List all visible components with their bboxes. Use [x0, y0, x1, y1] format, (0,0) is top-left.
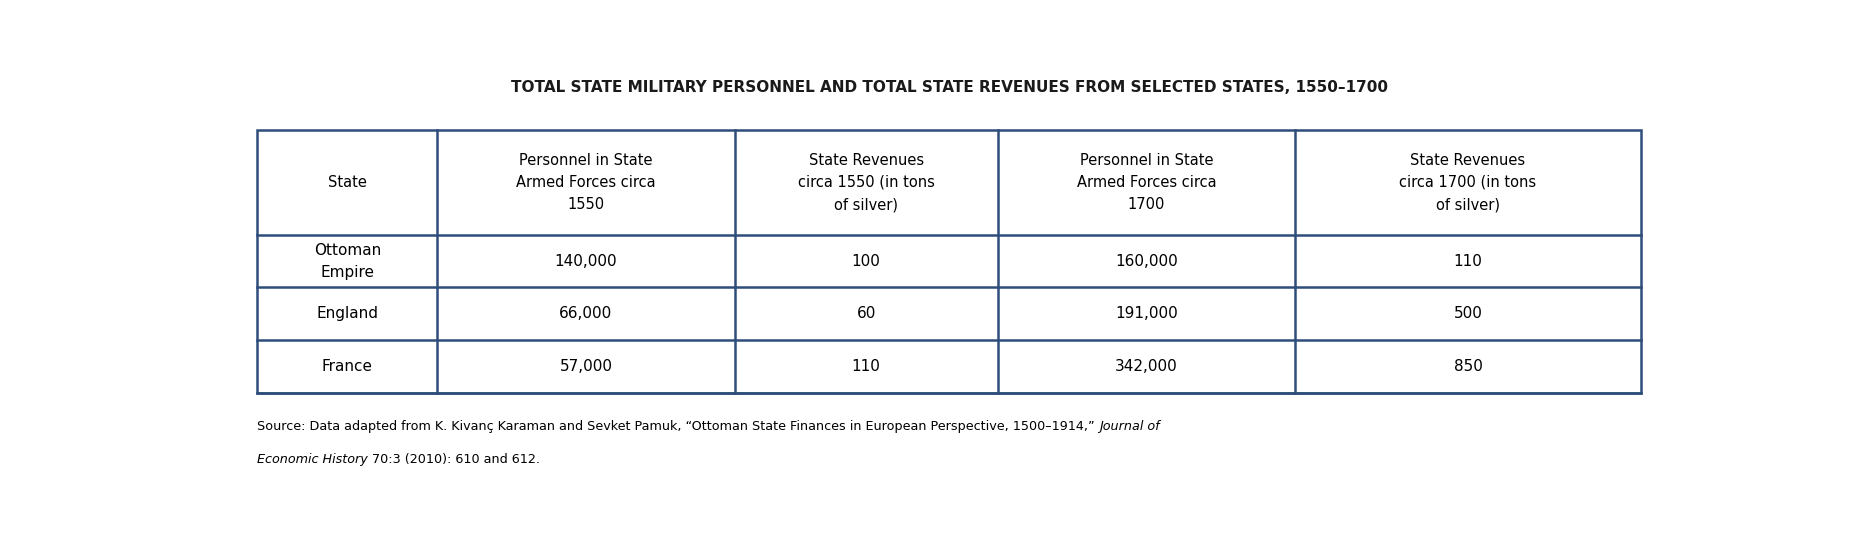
Text: State: State [328, 175, 367, 190]
Text: England: England [317, 306, 378, 321]
Text: Personnel in State
Armed Forces circa
1550: Personnel in State Armed Forces circa 15… [517, 153, 656, 212]
Text: 110: 110 [1454, 254, 1482, 269]
Text: 100: 100 [852, 254, 880, 269]
Text: State Revenues
circa 1700 (in tons
of silver): State Revenues circa 1700 (in tons of si… [1400, 153, 1537, 212]
Text: 160,000: 160,000 [1115, 254, 1178, 269]
Text: Personnel in State
Armed Forces circa
1700: Personnel in State Armed Forces circa 17… [1076, 153, 1217, 212]
Text: 850: 850 [1454, 359, 1482, 374]
Text: 57,000: 57,000 [559, 359, 613, 374]
Text: Economic History: Economic History [257, 453, 369, 466]
Text: State Revenues
circa 1550 (in tons
of silver): State Revenues circa 1550 (in tons of si… [798, 153, 935, 212]
Text: TOTAL STATE MILITARY PERSONNEL AND TOTAL STATE REVENUES FROM SELECTED STATES, 15: TOTAL STATE MILITARY PERSONNEL AND TOTAL… [511, 81, 1387, 95]
Text: 191,000: 191,000 [1115, 306, 1178, 321]
Text: 70:3 (2010): 610 and 612.: 70:3 (2010): 610 and 612. [369, 453, 541, 466]
Text: 110: 110 [852, 359, 880, 374]
Text: Source: Data adapted from K. Kivanç Karaman and Sevket Pamuk, “Ottoman State Fin: Source: Data adapted from K. Kivanç Kara… [257, 420, 1098, 433]
Text: 66,000: 66,000 [559, 306, 613, 321]
Text: 140,000: 140,000 [554, 254, 617, 269]
Text: France: France [322, 359, 372, 374]
Text: Journal of: Journal of [1098, 420, 1159, 433]
Text: Ottoman
Empire: Ottoman Empire [313, 243, 382, 280]
Text: 60: 60 [856, 306, 876, 321]
Text: 342,000: 342,000 [1115, 359, 1178, 374]
Text: 500: 500 [1454, 306, 1482, 321]
